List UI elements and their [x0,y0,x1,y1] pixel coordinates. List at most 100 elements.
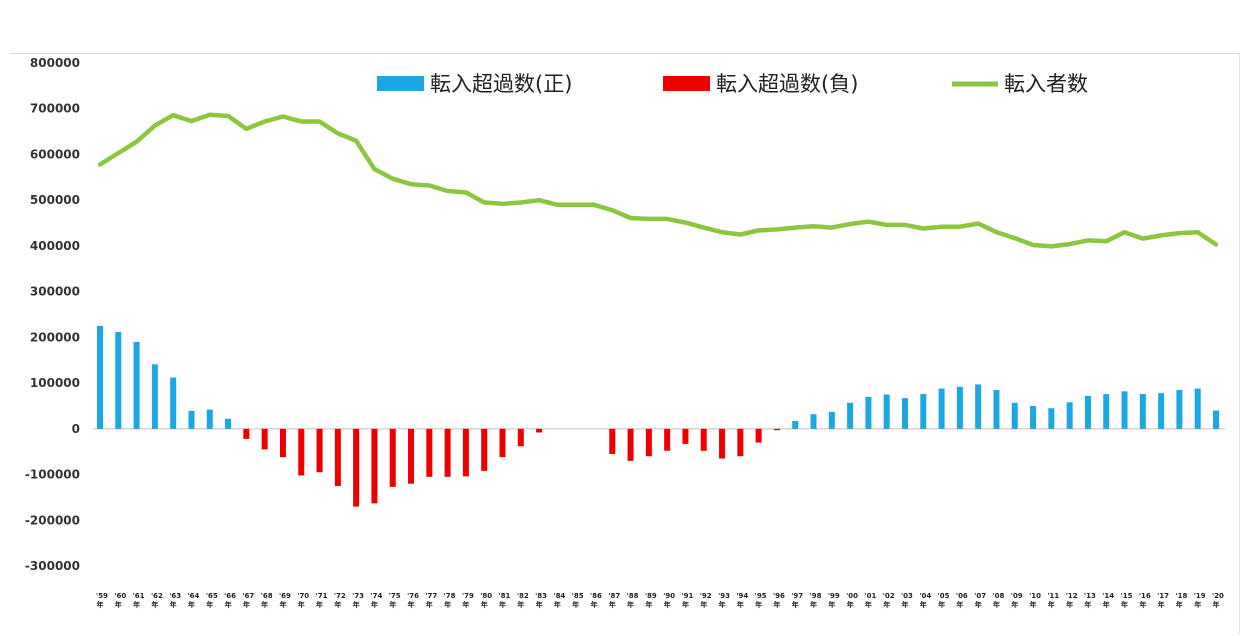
x-tick-suffix: 年 [298,600,305,609]
bar-positive [1084,395,1091,429]
x-tick-suffix: 年 [956,600,963,609]
bar-positive [1048,408,1055,429]
bar-negative [627,428,634,461]
bar-negative [261,428,268,450]
x-tick-label: '17 [1157,592,1169,600]
bar-positive [1194,388,1201,429]
x-tick-label: '64 [188,592,200,600]
bar-positive [1139,394,1146,429]
x-tick-label: '82 [517,592,529,600]
x-tick-suffix: 年 [115,600,122,609]
x-tick-suffix: 年 [371,600,378,609]
x-tick-label: '71 [316,592,328,600]
x-tick-suffix: 年 [225,600,232,609]
legend-item-positive[interactable]: 転入超過数(正) [377,72,572,96]
bar-negative [517,428,524,447]
x-tick-suffix: 年 [462,600,469,609]
x-tick-label: '72 [334,592,346,600]
x-tick-label: '97 [791,592,803,600]
bar-negative [536,428,543,433]
bar-negative [298,428,305,476]
x-tick-label: '76 [407,592,419,600]
bar-negative [737,428,744,457]
bar-positive [810,414,817,429]
bar-positive [920,394,927,429]
x-tick-label: '16 [1139,592,1151,600]
bar-positive [956,386,963,429]
x-tick-label: '96 [773,592,785,600]
y-tick-label: 400000 [30,239,80,253]
y-tick-label: 0 [72,422,80,436]
x-tick-label: '88 [627,592,639,600]
y-tick-label: 200000 [30,330,80,344]
x-tick-suffix: 年 [554,600,561,609]
x-tick-suffix: 年 [499,600,506,609]
x-tick-label: '11 [1047,592,1059,600]
legend-label-inflow: 転入者数 [1004,72,1088,96]
x-tick-label: '62 [151,592,163,600]
bar-positive [115,331,122,429]
x-tick-label: '61 [133,592,145,600]
x-tick-suffix: 年 [481,600,488,609]
x-tick-label: '80 [480,592,492,600]
x-tick-label: '77 [425,592,437,600]
x-tick-label: '02 [883,592,895,600]
bar-negative [389,428,396,487]
x-tick-suffix: 年 [444,600,451,609]
bar-series [97,325,1219,507]
bar-negative [408,428,415,484]
x-tick-suffix: 年 [188,600,195,609]
bar-positive [133,341,140,429]
y-tick-label: -200000 [25,513,80,527]
x-tick-label: '68 [261,592,273,600]
x-tick-suffix: 年 [1030,600,1037,609]
legend-item-inflow[interactable]: 転入者数 [952,72,1088,96]
x-tick-label: '74 [370,592,382,600]
x-tick-label: '14 [1102,592,1114,600]
x-tick-suffix: 年 [792,600,799,609]
x-tick-suffix: 年 [920,600,927,609]
bar-negative [481,428,488,471]
legend[interactable]: 転入超過数(正) 転入超過数(負) 転入者数 [377,72,1088,96]
bar-positive [1213,410,1219,429]
legend-swatch-negative [663,76,710,91]
x-tick-label: '99 [828,592,840,600]
x-tick-suffix: 年 [664,600,671,609]
x-tick-suffix: 年 [426,600,433,609]
x-tick-suffix: 年 [1158,600,1165,609]
x-tick-label: '75 [389,592,401,600]
legend-label-negative: 転入超過数(負) [716,72,858,96]
bar-positive [1176,389,1183,429]
x-tick-suffix: 年 [755,600,762,609]
x-tick-suffix: 年 [828,600,835,609]
x-tick-suffix: 年 [627,600,634,609]
x-tick-suffix: 年 [901,600,908,609]
legend-item-negative[interactable]: 転入超過数(負) [663,72,858,96]
x-tick-suffix: 年 [1103,600,1110,609]
x-tick-suffix: 年 [316,600,323,609]
x-tick-label: '05 [938,592,950,600]
bar-negative [682,428,689,444]
y-tick-label: 500000 [30,193,80,207]
x-tick-suffix: 年 [206,600,213,609]
x-tick-label: '98 [810,592,822,600]
x-tick-label: '85 [572,592,584,600]
bar-positive [188,410,195,429]
x-tick-suffix: 年 [847,600,854,609]
x-tick-label: '19 [1194,592,1206,600]
bar-negative [353,428,360,507]
x-tick-suffix: 年 [1213,600,1220,609]
inflow-line [97,112,1219,249]
x-tick-label: '60 [114,592,126,600]
y-tick-label: 700000 [30,102,80,116]
x-tick-suffix: 年 [243,600,250,609]
y-tick-label: 100000 [30,376,80,390]
bar-negative [426,428,433,477]
x-tick-suffix: 年 [261,600,268,609]
x-tick-label: '67 [242,592,254,600]
x-tick-label: '95 [755,592,767,600]
x-tick-label: '20 [1212,592,1224,600]
x-tick-label: '07 [974,592,986,600]
bar-negative [243,428,250,439]
